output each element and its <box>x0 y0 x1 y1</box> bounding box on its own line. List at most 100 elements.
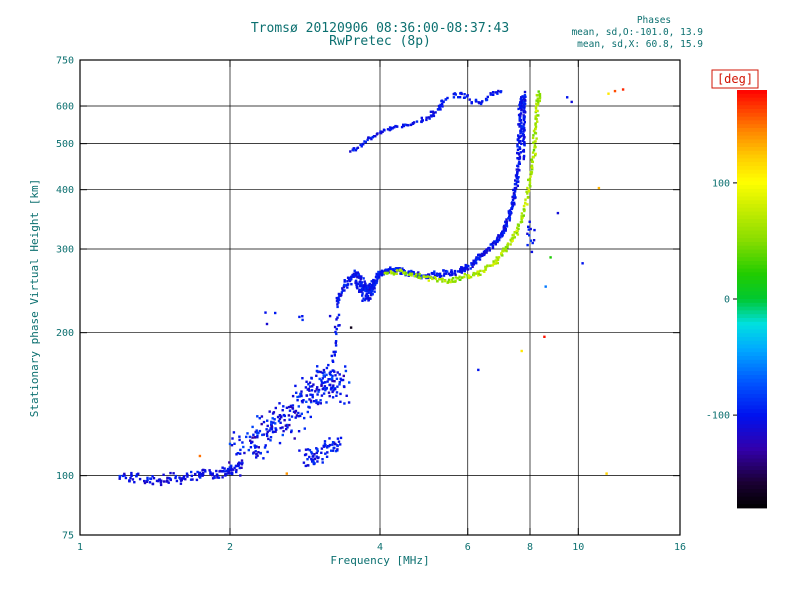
data-point <box>470 262 473 265</box>
data-point <box>396 125 399 128</box>
data-point <box>174 474 178 478</box>
data-point <box>523 143 526 146</box>
data-point <box>131 478 135 481</box>
data-point <box>504 245 508 249</box>
data-point <box>380 269 384 272</box>
data-point <box>486 95 489 99</box>
data-point <box>360 275 363 278</box>
data-point <box>368 282 371 286</box>
data-point <box>508 209 512 212</box>
data-point <box>358 288 361 291</box>
data-point <box>151 482 154 486</box>
data-point <box>570 100 573 104</box>
colorbar-tick-label: -100 <box>706 411 730 422</box>
data-point <box>499 90 503 93</box>
data-point <box>337 324 340 327</box>
data-point <box>223 470 226 473</box>
data-point <box>279 421 282 424</box>
data-point <box>530 171 534 174</box>
data-point <box>372 278 375 282</box>
data-point <box>441 102 444 106</box>
data-point <box>360 145 363 148</box>
data-point <box>393 272 396 275</box>
data-point <box>365 292 368 295</box>
data-point <box>364 140 367 144</box>
data-point <box>368 287 371 290</box>
data-point <box>221 476 224 479</box>
data-point <box>374 280 377 283</box>
data-point <box>523 99 527 102</box>
data-point <box>472 271 475 275</box>
data-point <box>524 95 527 98</box>
colorbar-slice <box>737 470 767 475</box>
data-point <box>522 157 525 161</box>
data-point <box>242 445 245 449</box>
data-point <box>502 247 505 250</box>
data-point <box>290 430 293 434</box>
data-point <box>522 137 525 141</box>
data-point <box>491 246 495 250</box>
data-point <box>256 454 259 457</box>
data-point <box>450 269 453 272</box>
data-point <box>123 474 126 477</box>
x-tick-label: 1 <box>77 542 83 553</box>
colorbar-slice <box>737 196 767 201</box>
data-point <box>233 466 236 470</box>
data-point <box>441 280 444 283</box>
scatter-points-layer <box>118 88 625 487</box>
data-point <box>355 285 359 288</box>
data-point <box>335 394 338 397</box>
data-point <box>512 233 515 236</box>
data-point <box>522 100 526 104</box>
data-point <box>272 421 275 424</box>
data-point <box>518 147 522 150</box>
data-point <box>478 258 482 261</box>
data-point <box>534 117 537 120</box>
data-point <box>464 265 467 268</box>
data-point <box>262 420 266 424</box>
data-point <box>316 370 319 374</box>
data-point <box>195 478 199 482</box>
data-point <box>313 457 317 461</box>
data-point <box>492 93 495 96</box>
data-point <box>431 110 435 113</box>
data-point <box>613 89 617 93</box>
data-point <box>255 429 258 432</box>
data-point <box>228 466 231 469</box>
grid-layer <box>80 60 680 535</box>
data-point <box>522 208 525 211</box>
data-point <box>472 273 476 277</box>
data-point <box>311 396 314 399</box>
data-point <box>274 427 277 430</box>
data-point <box>433 270 436 273</box>
data-point <box>265 322 269 326</box>
data-point <box>415 120 419 123</box>
data-point <box>300 390 303 393</box>
data-point <box>257 451 260 454</box>
data-point <box>135 474 138 478</box>
data-point <box>330 378 334 381</box>
data-point <box>519 151 522 154</box>
colorbar-slice <box>737 101 767 106</box>
data-point <box>236 464 239 467</box>
data-point <box>175 479 179 483</box>
data-point <box>249 439 252 442</box>
colorbar-slice <box>737 97 767 102</box>
data-point <box>534 115 537 118</box>
data-point <box>377 273 380 276</box>
y-tick-label: 600 <box>56 102 74 113</box>
data-point <box>460 91 463 95</box>
data-point <box>182 477 185 480</box>
data-point <box>312 455 315 458</box>
data-point <box>504 227 507 231</box>
data-point <box>264 444 267 447</box>
data-point <box>332 389 335 392</box>
data-point <box>241 441 244 444</box>
data-point <box>488 249 491 252</box>
data-point <box>475 262 478 265</box>
data-point <box>535 109 538 113</box>
data-point <box>118 474 121 478</box>
colorbar-slice <box>737 451 767 456</box>
data-point <box>526 186 529 190</box>
data-point <box>355 147 358 150</box>
